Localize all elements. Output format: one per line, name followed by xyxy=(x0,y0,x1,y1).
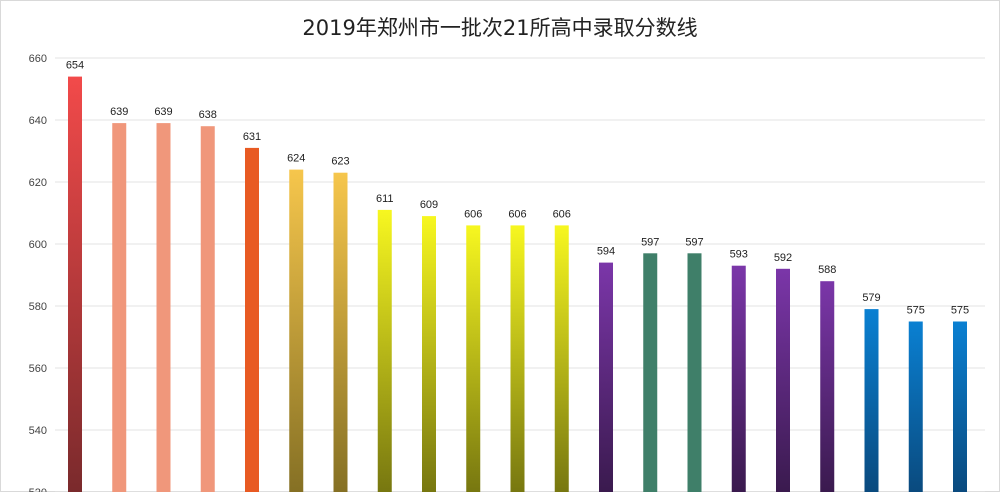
data-label: 606 xyxy=(553,208,571,220)
bar xyxy=(200,126,215,492)
data-label: 597 xyxy=(641,236,659,248)
bar xyxy=(820,281,835,492)
data-label: 624 xyxy=(287,153,305,165)
data-label: 638 xyxy=(199,109,217,121)
bar xyxy=(599,262,613,492)
bar xyxy=(245,147,259,492)
data-label: 575 xyxy=(907,305,925,317)
bar xyxy=(466,225,481,492)
bar xyxy=(953,321,967,492)
data-label: 594 xyxy=(597,246,615,258)
bar xyxy=(731,265,746,492)
y-tick-label: 520 xyxy=(29,487,47,492)
data-label: 606 xyxy=(508,208,526,220)
data-label: 588 xyxy=(818,264,836,276)
bar xyxy=(864,309,879,492)
y-tick-label: 600 xyxy=(29,239,47,251)
bar xyxy=(68,76,82,492)
bar xyxy=(112,123,127,492)
data-label: 631 xyxy=(243,131,261,143)
bar xyxy=(289,169,304,492)
data-label: 579 xyxy=(862,292,880,304)
data-label: 639 xyxy=(110,106,128,118)
bar xyxy=(687,253,702,492)
bar xyxy=(156,123,171,492)
y-tick-label: 560 xyxy=(29,363,47,375)
bar xyxy=(333,172,348,492)
y-tick-label: 640 xyxy=(29,115,47,127)
data-label: 597 xyxy=(685,236,703,248)
y-tick-label: 660 xyxy=(29,53,47,65)
bar xyxy=(422,216,436,492)
data-label: 609 xyxy=(420,199,438,211)
data-label: 654 xyxy=(66,60,84,72)
data-label: 611 xyxy=(376,193,394,205)
data-label: 623 xyxy=(331,156,349,168)
bar xyxy=(643,253,658,492)
data-label: 575 xyxy=(951,305,969,317)
y-tick-label: 580 xyxy=(29,301,47,313)
data-label: 593 xyxy=(730,249,748,261)
bar xyxy=(510,225,525,492)
bar xyxy=(554,225,569,492)
y-tick-label: 620 xyxy=(29,177,47,189)
data-label: 639 xyxy=(154,106,172,118)
chart-title: 2019年郑州市一批次21所高中录取分数线 xyxy=(302,16,698,40)
bar xyxy=(776,268,790,492)
bar xyxy=(908,321,923,492)
data-label: 606 xyxy=(464,208,482,220)
bar xyxy=(377,209,392,492)
y-tick-label: 540 xyxy=(29,425,47,437)
data-label: 592 xyxy=(774,252,792,264)
